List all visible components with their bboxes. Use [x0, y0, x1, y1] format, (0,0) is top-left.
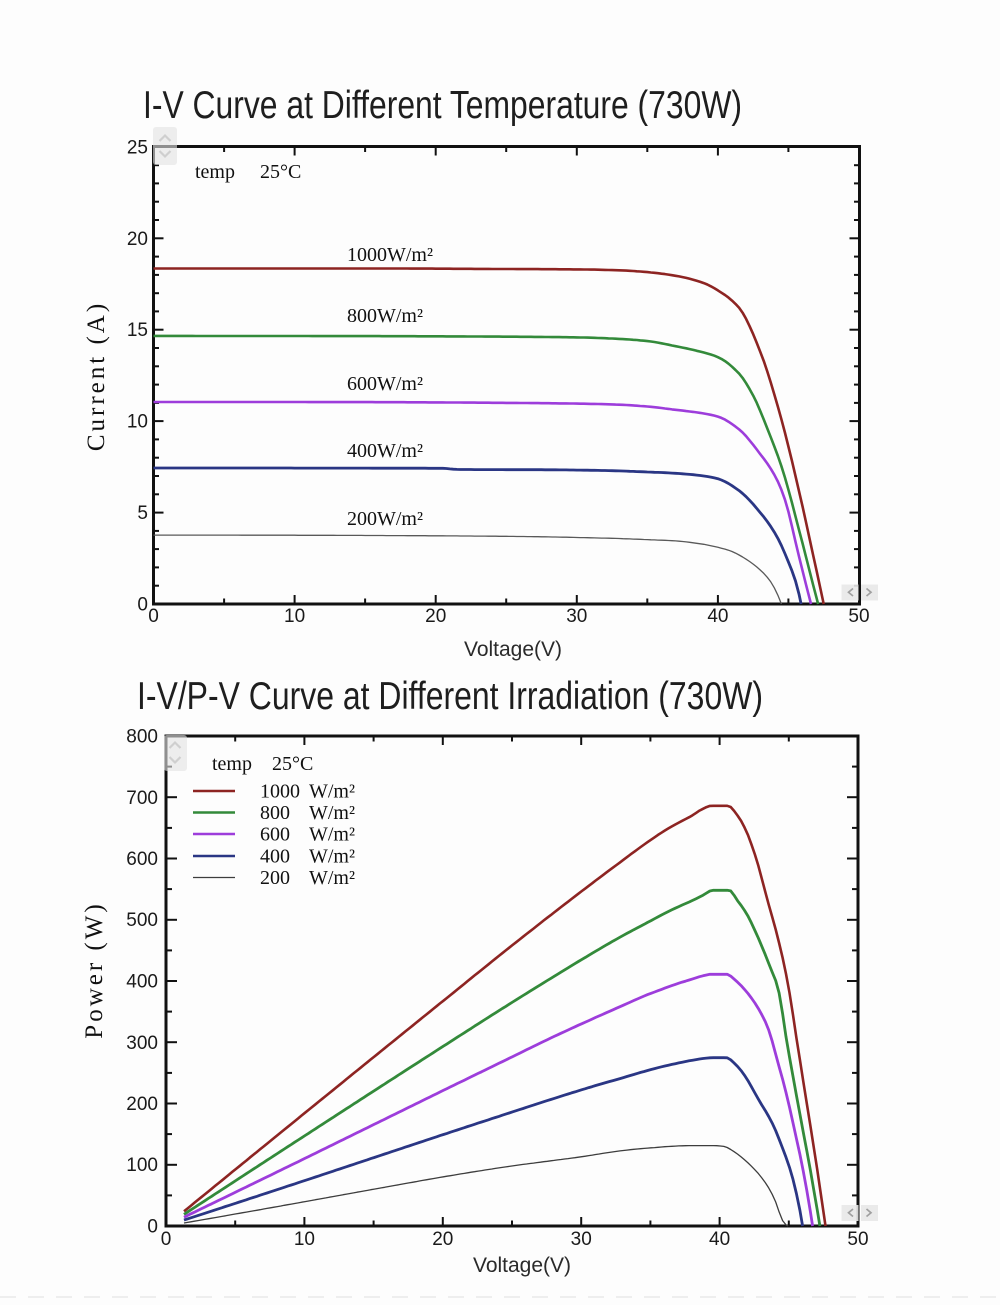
- svg-text:700: 700: [126, 788, 158, 809]
- svg-text:50: 50: [848, 606, 869, 627]
- svg-text:Power (W): Power (W): [81, 901, 108, 1038]
- svg-text:temp: temp: [212, 753, 252, 775]
- svg-text:800: 800: [126, 727, 158, 748]
- svg-text:0: 0: [137, 595, 148, 616]
- svg-text:50: 50: [847, 1229, 868, 1250]
- svg-text:200: 200: [260, 867, 290, 889]
- svg-text:40: 40: [707, 606, 728, 627]
- svg-text:800W/m²: 800W/m²: [347, 305, 423, 327]
- svg-text:400W/m²: 400W/m²: [347, 440, 423, 462]
- svg-text:20: 20: [425, 606, 446, 627]
- svg-text:400: 400: [126, 972, 158, 993]
- svg-text:1000: 1000: [260, 781, 300, 803]
- svg-text:W/m²: W/m²: [309, 802, 355, 824]
- svg-text:W/m²: W/m²: [309, 781, 355, 803]
- svg-text:1000W/m²: 1000W/m²: [347, 244, 433, 266]
- svg-text:30: 30: [571, 1229, 592, 1250]
- svg-text:200W/m²: 200W/m²: [347, 508, 423, 530]
- svg-text:100: 100: [126, 1155, 158, 1176]
- svg-text:I-V Curve at Different Tempera: I-V Curve at Different Temperature (730W…: [143, 84, 742, 127]
- svg-text:0: 0: [148, 606, 159, 627]
- svg-text:10: 10: [284, 606, 305, 627]
- svg-text:600: 600: [126, 849, 158, 870]
- svg-text:200: 200: [126, 1094, 158, 1115]
- svg-text:600: 600: [260, 824, 290, 846]
- svg-text:10: 10: [294, 1229, 315, 1250]
- svg-text:30: 30: [566, 606, 587, 627]
- svg-text:0: 0: [147, 1217, 158, 1238]
- svg-text:W/m²: W/m²: [309, 867, 355, 889]
- svg-text:10: 10: [127, 412, 148, 433]
- svg-text:I-V/P-V Curve at Different Irr: I-V/P-V Curve at Different Irradiation (…: [137, 675, 763, 718]
- svg-text:800: 800: [260, 802, 290, 824]
- svg-text:25: 25: [127, 137, 148, 158]
- svg-text:20: 20: [432, 1229, 453, 1250]
- svg-text:500: 500: [126, 910, 158, 931]
- svg-text:25°C: 25°C: [272, 753, 313, 775]
- svg-text:Voltage(V): Voltage(V): [473, 1254, 571, 1277]
- svg-text:15: 15: [127, 320, 148, 341]
- svg-text:20: 20: [127, 229, 148, 250]
- svg-text:600W/m²: 600W/m²: [347, 373, 423, 395]
- svg-text:temp: temp: [195, 161, 235, 183]
- svg-text:W/m²: W/m²: [309, 846, 355, 868]
- svg-text:5: 5: [137, 503, 148, 524]
- svg-text:25°C: 25°C: [260, 161, 301, 183]
- svg-text:W/m²: W/m²: [309, 824, 355, 846]
- svg-text:Current (A): Current (A): [83, 301, 110, 451]
- svg-text:40: 40: [709, 1229, 730, 1250]
- svg-text:Voltage(V): Voltage(V): [464, 638, 562, 661]
- svg-text:300: 300: [126, 1033, 158, 1054]
- svg-text:400: 400: [260, 846, 290, 868]
- svg-text:0: 0: [161, 1229, 172, 1250]
